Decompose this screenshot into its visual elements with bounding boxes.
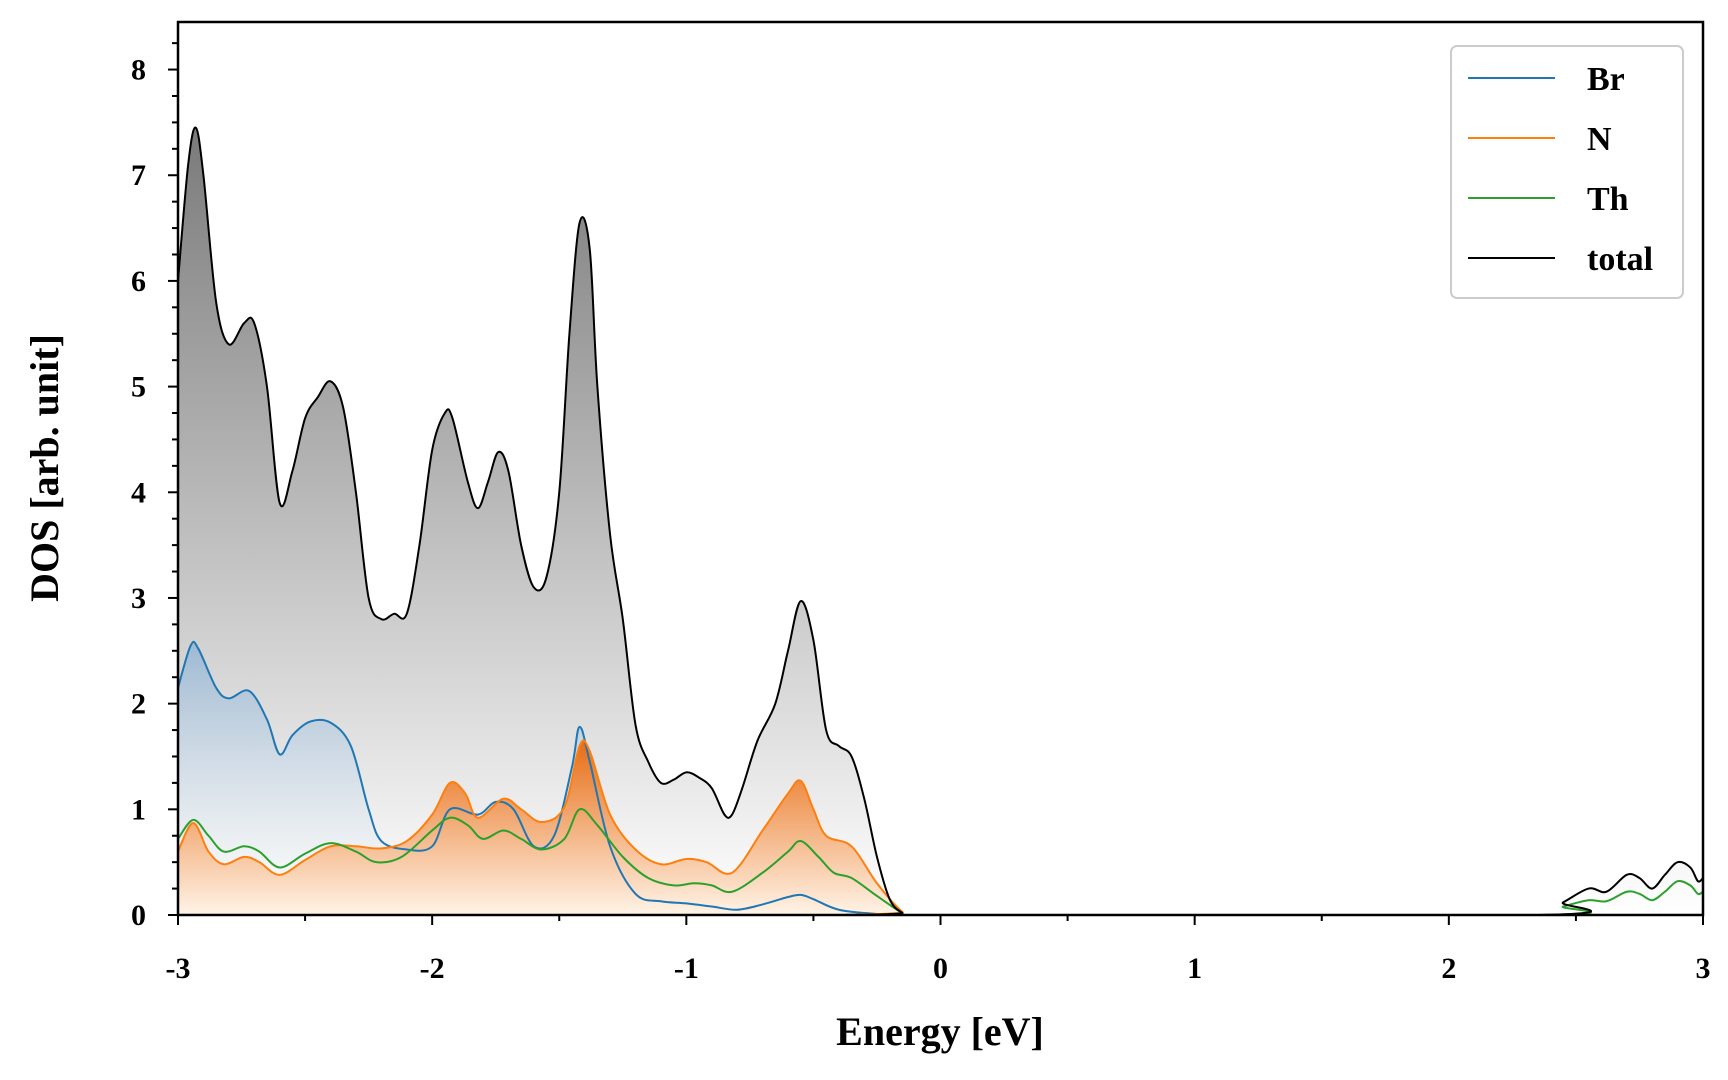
x-tick-label: -1 [674,952,699,985]
legend: Br N Th total [1450,45,1684,299]
series-lines [178,126,1703,915]
y-tick-label: 4 [131,476,146,509]
x-tick-label: 2 [1441,952,1456,985]
y-axis-ticks: 0 1 2 3 4 5 6 7 8 [131,42,178,932]
legend-label-total: total [1587,241,1653,278]
y-tick-label: 2 [131,688,146,721]
y-tick-label: 8 [131,54,146,87]
legend-box [1450,45,1684,299]
line-n [178,739,1703,915]
fill-total [178,127,1703,915]
x-axis-ticks: -3 -2 -1 0 1 2 3 [166,915,1711,985]
x-tick-label: 0 [933,952,948,985]
x-axis-title: Energy [eV] [836,1009,1044,1054]
x-tick-label: -3 [166,952,191,985]
line-total [178,126,1703,915]
legend-label-br: Br [1587,61,1625,98]
fill-n [178,740,1703,915]
y-tick-label: 0 [131,899,146,932]
area-fills [178,127,1703,915]
x-tick-label: 1 [1187,952,1202,985]
line-th [178,808,1703,915]
y-tick-label: 3 [131,582,146,615]
y-tick-label: 5 [131,371,146,404]
legend-label-n: N [1587,121,1612,158]
y-tick-label: 6 [131,265,146,298]
y-tick-label: 1 [131,793,146,826]
line-br [178,640,1703,915]
y-axis-title: DOS [arb. unit] [22,334,67,602]
x-tick-label: 3 [1696,952,1711,985]
legend-label-th: Th [1587,181,1629,218]
x-tick-label: -2 [420,952,445,985]
y-tick-label: 7 [131,159,146,192]
